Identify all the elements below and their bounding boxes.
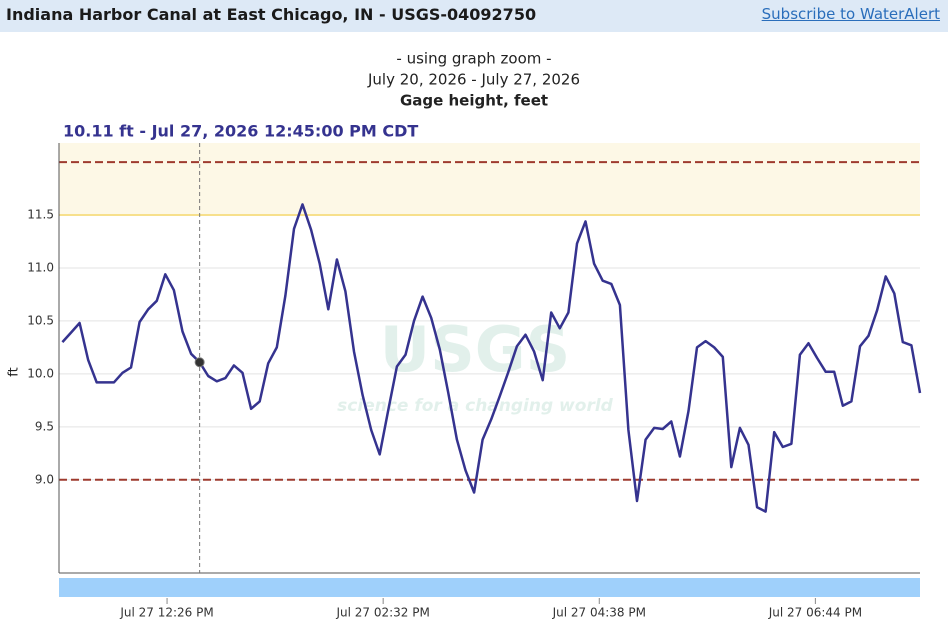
x-tick-label: Jul 27 02:32 PM bbox=[335, 606, 429, 620]
y-tick-label: 10.5 bbox=[27, 313, 54, 327]
subtitle: Gage height, feet bbox=[400, 92, 548, 110]
watermark: science for a changing world bbox=[337, 396, 613, 416]
x-tick-label: Jul 27 04:38 PM bbox=[552, 606, 646, 620]
tooltip-point bbox=[194, 357, 205, 368]
watermark: USGS bbox=[380, 313, 571, 386]
header-bar: Indiana Harbor Canal at East Chicago, IN… bbox=[0, 0, 948, 32]
y-tick-label: 9.0 bbox=[35, 472, 54, 486]
y-axis-label: ft bbox=[7, 367, 22, 376]
subtitle: July 20, 2026 - July 27, 2026 bbox=[367, 71, 580, 89]
y-tick-label: 11.0 bbox=[27, 260, 54, 274]
range-navigator bbox=[59, 578, 920, 597]
subscribe-link[interactable]: Subscribe to WaterAlert bbox=[761, 5, 940, 23]
threshold-band bbox=[59, 143, 920, 216]
subtitle: - using graph zoom - bbox=[396, 50, 551, 68]
y-tick-label: 10.0 bbox=[27, 366, 54, 380]
y-tick-label: 11.5 bbox=[27, 208, 54, 222]
site-title: Indiana Harbor Canal at East Chicago, IN… bbox=[6, 5, 537, 24]
data-line bbox=[61, 203, 922, 513]
x-tick-label: Jul 27 12:26 PM bbox=[119, 606, 213, 620]
x-tick-label: Jul 27 06:44 PM bbox=[768, 606, 862, 620]
tooltip-label: 10.11 ft - Jul 27, 2026 12:45:00 PM CDT bbox=[63, 122, 418, 141]
y-tick-label: 9.5 bbox=[35, 419, 54, 433]
chart: - using graph zoom - July 20, 2026 - July… bbox=[7, 50, 922, 620]
